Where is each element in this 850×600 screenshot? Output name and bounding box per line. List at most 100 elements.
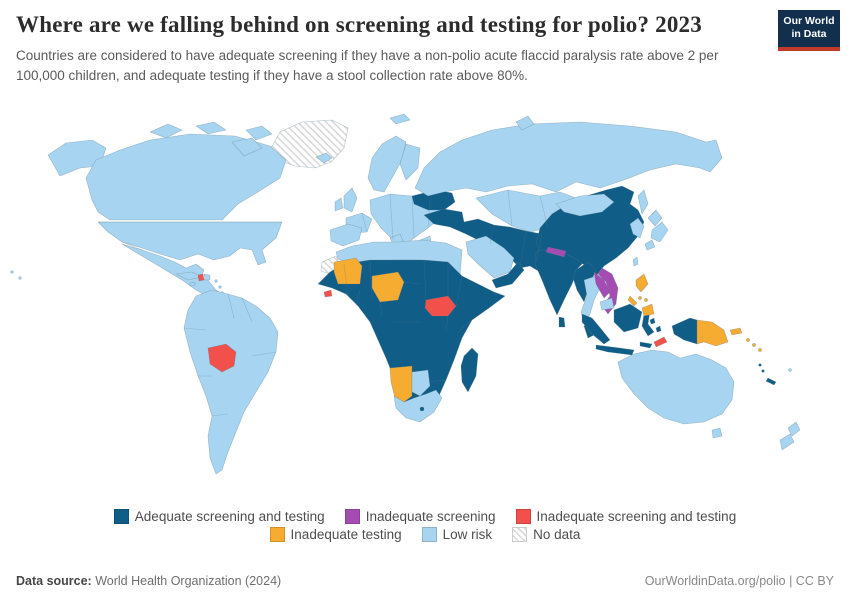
region-south-africa[interactable] [393, 389, 443, 423]
region-japan[interactable] [644, 239, 656, 251]
region-cambodia[interactable] [599, 297, 615, 311]
legend-swatch-inadequate-testing [269, 527, 285, 542]
region-russia[interactable] [414, 121, 723, 197]
legend-label: Inadequate screening and testing [536, 509, 737, 524]
island-dot[interactable] [746, 338, 750, 342]
region-bolivia[interactable] [207, 343, 237, 373]
region-mauritania[interactable] [333, 257, 363, 285]
region-sub-saharan-africa[interactable] [317, 259, 506, 421]
region-baffin-island[interactable] [231, 137, 263, 157]
data-source: Data source: World Health Organization (… [16, 574, 281, 588]
region-madagascar[interactable] [460, 347, 479, 393]
island-dot[interactable] [10, 270, 14, 274]
region-lesotho[interactable] [419, 406, 425, 412]
island-dot[interactable] [758, 363, 762, 367]
region-philippines[interactable] [627, 295, 638, 307]
region-guinea-bissau[interactable] [323, 289, 333, 298]
legend-swatch-no-data [512, 527, 528, 542]
region-philippines[interactable] [635, 273, 649, 293]
island-dot[interactable] [18, 276, 22, 280]
region-iberia[interactable] [329, 223, 363, 247]
legend-label: Adequate screening and testing [134, 509, 325, 524]
region-vietnam[interactable] [597, 267, 619, 315]
owid-logo[interactable]: Our World in Data [778, 10, 840, 52]
region-niger[interactable] [371, 271, 405, 303]
island-dot[interactable] [214, 279, 218, 283]
island-dot[interactable] [218, 285, 222, 289]
region-lesser-sunda[interactable] [639, 341, 653, 349]
legend-item-inadequate-screening[interactable]: Inadequate screening [344, 509, 496, 524]
region-tasmania[interactable] [711, 427, 723, 439]
region-australia[interactable] [617, 349, 735, 425]
legend-item-no-data[interactable]: No data [512, 527, 580, 542]
region-new-zealand[interactable] [787, 421, 801, 437]
region-sakhalin[interactable] [637, 189, 649, 215]
legend-swatch-inadequate-both [515, 509, 531, 524]
region-philippines[interactable] [641, 303, 655, 317]
region-south-america[interactable] [183, 289, 279, 475]
region-namibia[interactable] [389, 365, 413, 403]
region-sri-lanka[interactable] [558, 316, 566, 328]
header: Where are we falling behind on screening… [0, 0, 850, 87]
region-laos[interactable] [593, 271, 611, 299]
region-new-caledonia[interactable] [765, 377, 777, 386]
region-nepal[interactable] [545, 246, 567, 258]
legend-label: No data [533, 527, 581, 542]
region-usa[interactable] [97, 221, 283, 266]
region-novaya-zemlya[interactable] [515, 115, 535, 131]
region-botswana[interactable] [411, 369, 431, 397]
legend-item-inadequate-both[interactable]: Inadequate screening and testing [515, 509, 737, 524]
region-yemen-oman[interactable] [491, 261, 525, 289]
page-title: Where are we falling behind on screening… [16, 12, 702, 37]
footer: Data source: World Health Organization (… [0, 564, 850, 600]
legend-item-adequate[interactable]: Adequate screening and testing [113, 509, 325, 524]
region-haiti[interactable] [197, 273, 205, 282]
legend-item-low-risk[interactable]: Low risk [421, 527, 493, 542]
region-arctic-island[interactable] [195, 121, 227, 135]
region-philippines[interactable] [638, 296, 642, 300]
region-mongolia[interactable] [555, 193, 615, 217]
region-japan[interactable] [647, 209, 663, 227]
region-arctic-island[interactable] [245, 125, 273, 141]
island-dot[interactable] [758, 348, 762, 352]
legend-row-2: Inadequate testing Low risk No data [269, 527, 580, 542]
region-philippines[interactable] [644, 298, 648, 302]
region-svalbard[interactable] [389, 113, 411, 125]
region-timor-leste[interactable] [653, 336, 668, 348]
legend-swatch-inadequate-screening [344, 509, 360, 524]
island-dot[interactable] [788, 368, 792, 372]
legend-item-inadequate-testing[interactable]: Inadequate testing [269, 527, 402, 542]
region-jamaica[interactable] [189, 281, 196, 287]
region-japan[interactable] [650, 221, 669, 243]
region-maluku[interactable] [655, 325, 662, 333]
region-ireland[interactable] [334, 197, 344, 212]
region-uk[interactable] [343, 187, 358, 213]
region-arctic-island[interactable] [149, 123, 183, 139]
region-sumatra[interactable] [581, 313, 611, 345]
region-dominican-republic[interactable] [203, 273, 211, 281]
data-source-label: Data source: [16, 574, 92, 588]
region-borneo[interactable] [613, 303, 643, 333]
region-taiwan[interactable] [632, 256, 639, 267]
legend-swatch-low-risk [421, 527, 437, 542]
region-canada[interactable] [85, 133, 287, 221]
region-java[interactable] [595, 344, 635, 356]
region-west-papua[interactable] [671, 317, 698, 345]
region-south-sudan[interactable] [424, 295, 457, 317]
region-new-britain[interactable] [729, 327, 743, 336]
region-finland[interactable] [399, 143, 421, 181]
region-alaska[interactable] [47, 139, 107, 177]
region-papua-new-guinea[interactable] [696, 319, 729, 347]
region-korea[interactable] [629, 217, 645, 239]
data-source-value: World Health Organization (2024) [95, 574, 282, 588]
credit-link[interactable]: OurWorldinData.org/polio | CC BY [644, 574, 834, 588]
legend-label: Low risk [442, 527, 493, 542]
region-iceland[interactable] [315, 152, 333, 164]
island-dot[interactable] [761, 369, 765, 373]
region-new-zealand[interactable] [779, 433, 795, 451]
legend-label: Inadequate screening [365, 509, 496, 524]
island-dot[interactable] [752, 343, 756, 347]
region-maluku[interactable] [649, 317, 656, 325]
